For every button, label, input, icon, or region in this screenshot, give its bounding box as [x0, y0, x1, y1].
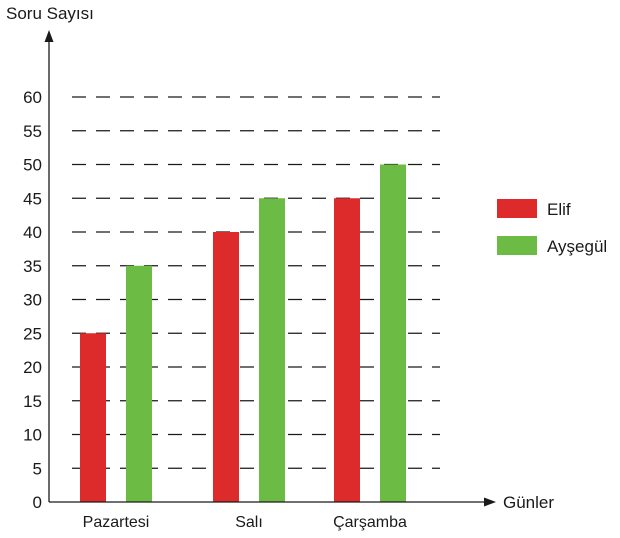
bar-elif-1: [213, 232, 239, 502]
y-tick-label: 60: [23, 88, 42, 107]
y-tick-label: 40: [23, 223, 42, 242]
y-tick-label: 20: [23, 358, 42, 377]
y-tick-label: 50: [23, 156, 42, 175]
bar-elif-0: [80, 333, 106, 502]
bar-elif-2: [334, 198, 360, 502]
bar-ayşegül-1: [259, 198, 285, 502]
bars: [80, 164, 406, 502]
legend-swatch: [497, 236, 537, 255]
axes: Soru Sayısı Günler: [6, 4, 554, 512]
bar-ayşegül-2: [380, 164, 406, 502]
bar-ayşegül-0: [126, 265, 152, 502]
legend: Elif Ayşegül: [497, 199, 607, 256]
x-tick-label: Pazartesi: [83, 514, 150, 531]
y-axis-title: Soru Sayısı: [6, 4, 94, 23]
y-axis-arrow-icon: [44, 30, 54, 42]
y-tick-label: 0: [33, 493, 42, 512]
y-tick-label: 35: [23, 257, 42, 276]
y-tick-label: 15: [23, 392, 42, 411]
x-tick-label: Salı: [235, 514, 263, 531]
x-tick-labels: Pazartesi Salı Çarşamba: [83, 514, 407, 531]
x-axis-title: Günler: [503, 493, 554, 512]
legend-label: Ayşegül: [547, 237, 607, 256]
y-tick-label: 45: [23, 189, 42, 208]
x-tick-label: Çarşamba: [333, 514, 407, 531]
legend-swatch: [497, 199, 537, 218]
y-tick-label: 25: [23, 324, 42, 343]
y-tick-label: 5: [33, 459, 42, 478]
y-tick-label: 10: [23, 426, 42, 445]
y-tick-label: 30: [23, 291, 42, 310]
x-axis-arrow-icon: [484, 497, 496, 507]
y-tick-labels: 0 5 10 15 20 25 30 35 40 45 50 55 60: [23, 88, 42, 512]
legend-label: Elif: [547, 200, 571, 219]
y-tick-label: 55: [23, 122, 42, 141]
